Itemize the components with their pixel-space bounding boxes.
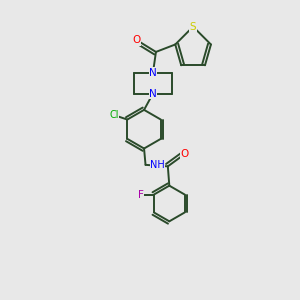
Text: O: O [133, 35, 141, 45]
Text: O: O [180, 149, 188, 160]
Text: S: S [190, 22, 196, 32]
Text: Cl: Cl [109, 110, 119, 120]
Text: N: N [149, 68, 157, 78]
Text: F: F [138, 190, 143, 200]
Text: NH: NH [150, 160, 165, 170]
Text: N: N [149, 88, 157, 98]
